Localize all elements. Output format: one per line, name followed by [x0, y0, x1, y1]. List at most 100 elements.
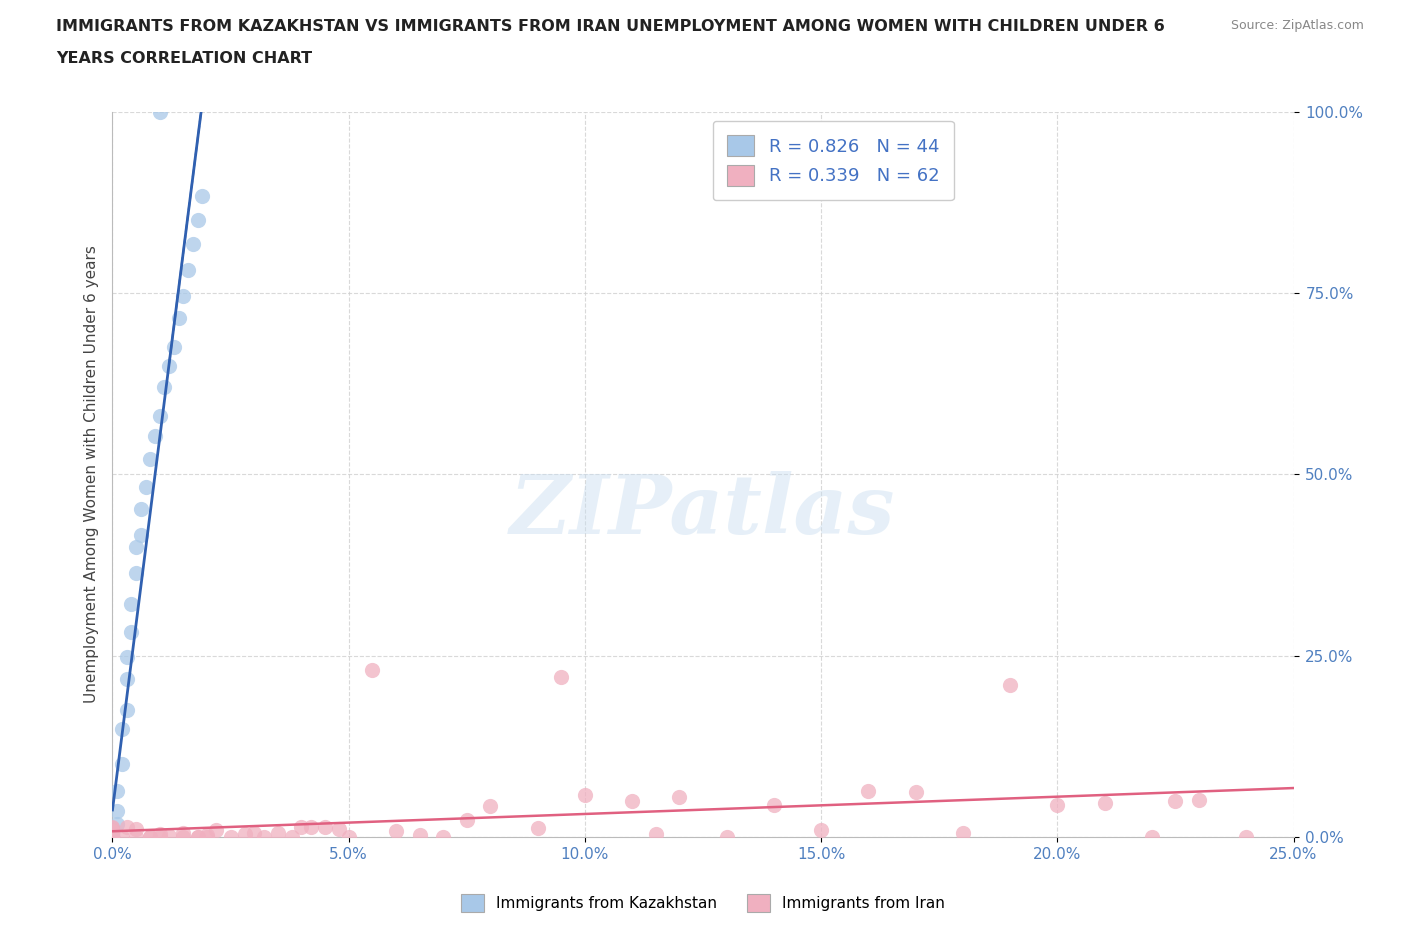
Point	[716, 830, 738, 844]
Point	[361, 663, 384, 678]
Point	[1234, 830, 1257, 844]
Point	[111, 756, 134, 771]
Point	[101, 830, 124, 844]
Point	[952, 826, 974, 841]
Point	[526, 820, 548, 835]
Point	[120, 625, 142, 640]
Text: ZIPatlas: ZIPatlas	[510, 471, 896, 551]
Point	[101, 830, 124, 844]
Point	[858, 783, 880, 798]
Point	[186, 830, 208, 844]
Point	[149, 830, 172, 844]
Text: Source: ZipAtlas.com: Source: ZipAtlas.com	[1230, 19, 1364, 32]
Point	[904, 784, 927, 799]
Point	[233, 827, 256, 842]
Point	[186, 213, 208, 228]
Point	[129, 527, 152, 542]
Point	[195, 828, 218, 843]
Point	[115, 702, 138, 717]
Point	[157, 359, 180, 374]
Legend: R = 0.826   N = 44, R = 0.339   N = 62: R = 0.826 N = 44, R = 0.339 N = 62	[713, 121, 953, 200]
Point	[574, 788, 596, 803]
Point	[186, 830, 208, 844]
Point	[253, 830, 276, 844]
Point	[550, 670, 572, 684]
Point	[125, 539, 148, 554]
Point	[105, 783, 128, 798]
Point	[139, 830, 162, 844]
Point	[101, 830, 124, 844]
Point	[1188, 792, 1211, 807]
Point	[1140, 830, 1163, 844]
Legend: Immigrants from Kazakhstan, Immigrants from Iran: Immigrants from Kazakhstan, Immigrants f…	[454, 888, 952, 918]
Point	[101, 830, 124, 844]
Point	[299, 819, 322, 834]
Point	[621, 794, 644, 809]
Point	[998, 677, 1021, 692]
Point	[139, 830, 162, 844]
Point	[101, 823, 124, 838]
Point	[125, 830, 148, 844]
Point	[181, 236, 204, 251]
Point	[243, 826, 266, 841]
Y-axis label: Unemployment Among Women with Children Under 6 years: Unemployment Among Women with Children U…	[83, 246, 98, 703]
Point	[172, 830, 194, 844]
Point	[479, 799, 502, 814]
Point	[105, 804, 128, 818]
Point	[195, 830, 218, 844]
Point	[149, 409, 172, 424]
Point	[167, 310, 190, 325]
Point	[101, 830, 124, 844]
Point	[101, 828, 124, 843]
Point	[115, 649, 138, 664]
Point	[143, 429, 166, 444]
Point	[139, 452, 162, 467]
Point	[157, 828, 180, 843]
Point	[1164, 793, 1187, 808]
Point	[408, 828, 430, 843]
Point	[101, 822, 124, 837]
Point	[219, 830, 242, 844]
Point	[762, 797, 785, 812]
Point	[668, 790, 690, 804]
Point	[153, 379, 176, 394]
Point	[101, 830, 124, 844]
Point	[1046, 798, 1069, 813]
Point	[101, 821, 124, 836]
Point	[432, 830, 454, 844]
Point	[163, 339, 186, 354]
Point	[105, 817, 128, 831]
Point	[172, 289, 194, 304]
Point	[101, 824, 124, 839]
Point	[101, 819, 124, 834]
Point	[177, 263, 200, 278]
Point	[101, 830, 124, 844]
Point	[172, 825, 194, 840]
Point	[149, 827, 172, 842]
Point	[385, 824, 408, 839]
Point	[135, 480, 157, 495]
Point	[290, 819, 312, 834]
Point	[149, 104, 172, 119]
Point	[101, 820, 124, 835]
Point	[328, 822, 350, 837]
Point	[205, 822, 228, 837]
Point	[101, 828, 124, 843]
Point	[111, 830, 134, 844]
Point	[456, 813, 478, 828]
Point	[267, 825, 290, 840]
Point	[1094, 796, 1116, 811]
Point	[101, 825, 124, 840]
Point	[101, 830, 124, 844]
Point	[129, 501, 152, 516]
Point	[337, 830, 360, 844]
Point	[125, 821, 148, 836]
Point	[314, 819, 336, 834]
Point	[115, 671, 138, 686]
Point	[101, 822, 124, 837]
Point	[101, 830, 124, 844]
Point	[101, 824, 124, 839]
Point	[111, 722, 134, 737]
Point	[101, 826, 124, 841]
Point	[281, 830, 304, 844]
